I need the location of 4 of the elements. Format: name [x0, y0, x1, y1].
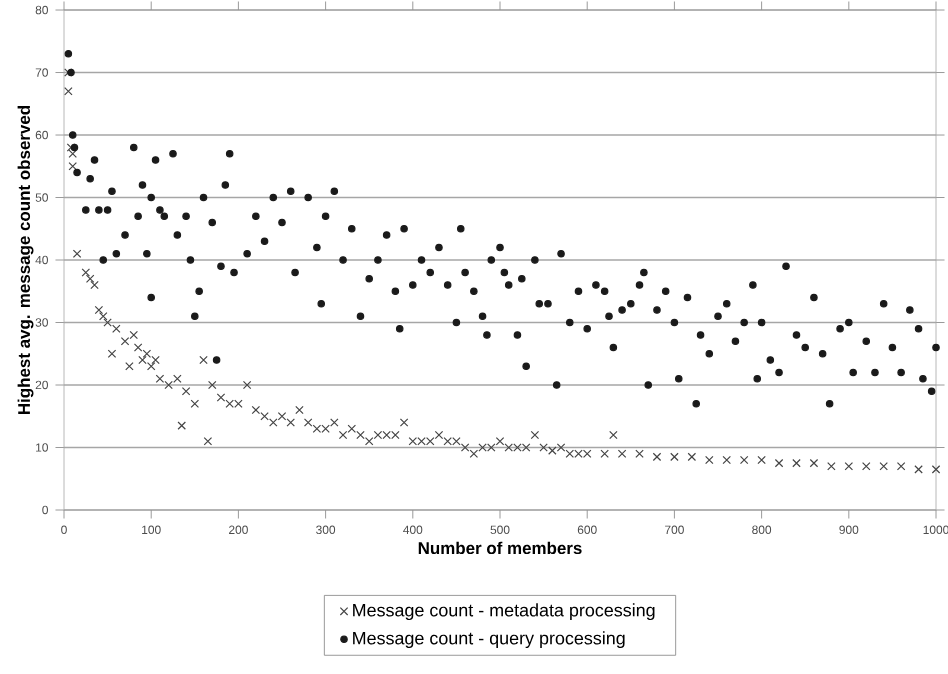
legend-label: Message count - metadata processing — [353, 603, 655, 621]
legend-label: Message count - query processing — [353, 631, 625, 649]
x-axis-title: Number of members — [418, 541, 582, 555]
y-axis-title: Highest avg. message count observed — [17, 106, 34, 415]
